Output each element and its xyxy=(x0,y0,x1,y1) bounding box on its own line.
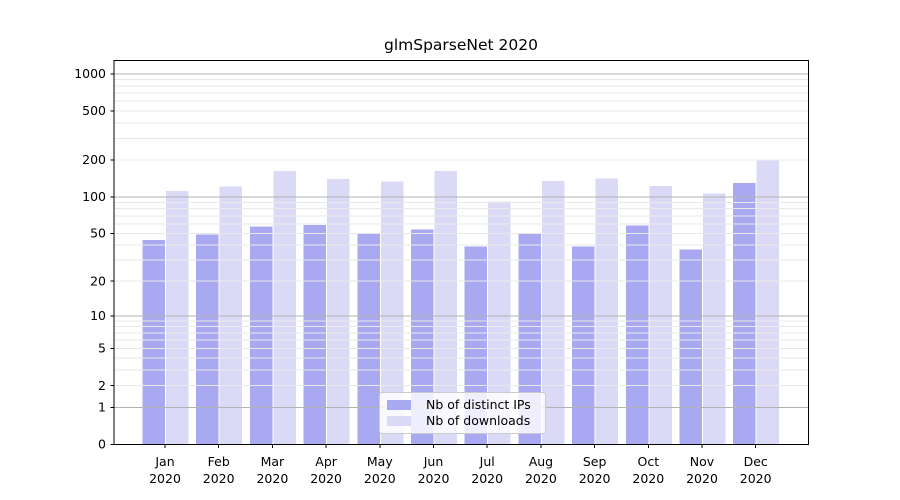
bar-downloads-6 xyxy=(434,170,457,445)
y-tick-label: 5 xyxy=(98,341,106,356)
legend-label-downloads: Nb of downloads xyxy=(426,412,531,428)
bar-ips-12 xyxy=(733,182,756,445)
bar-downloads-12 xyxy=(756,159,780,445)
bar-ips-6 xyxy=(411,229,434,445)
legend-item-distinct-ips: Nb of distinct IPs xyxy=(380,396,545,412)
bar-downloads-9 xyxy=(595,178,619,445)
legend-swatch-distinct-ips xyxy=(387,399,411,411)
bar-ips-1 xyxy=(142,240,165,445)
bar-downloads-5 xyxy=(380,181,404,445)
bar-ips-5 xyxy=(357,233,380,445)
y-tick-label: 500 xyxy=(82,103,106,118)
legend-item-downloads: Nb of downloads xyxy=(380,412,545,428)
bar-ips-8 xyxy=(518,233,541,445)
y-tick-label: 0 xyxy=(98,437,106,452)
y-tick-label: 10 xyxy=(90,308,106,323)
bar-downloads-8 xyxy=(541,180,565,445)
x-tick-label: Nov 2020 xyxy=(686,454,718,486)
legend-label-distinct-ips: Nb of distinct IPs xyxy=(426,396,531,412)
y-tick-label: 20 xyxy=(90,273,106,288)
x-tick-label: May 2020 xyxy=(364,454,396,486)
bar-ips-3 xyxy=(249,226,273,445)
bar-downloads-4 xyxy=(327,179,350,445)
bar-ips-11 xyxy=(679,249,702,445)
plot-border xyxy=(113,60,809,445)
x-tick-label: Aug 2020 xyxy=(525,454,557,486)
x-tick-label: Jul 2020 xyxy=(471,454,503,486)
x-tick-label: Jun 2020 xyxy=(418,454,450,486)
bar-downloads-1 xyxy=(166,190,189,445)
y-tick-label: 2 xyxy=(98,378,106,393)
x-tick-label: Mar 2020 xyxy=(256,454,288,486)
y-tick-label: 100 xyxy=(82,189,106,204)
y-tick-label: 50 xyxy=(90,226,106,241)
bar-downloads-10 xyxy=(649,185,672,445)
legend: Nb of distinct IPs Nb of downloads xyxy=(379,392,546,434)
y-tick-label: 200 xyxy=(82,152,106,167)
x-tick-label: Dec 2020 xyxy=(740,454,772,486)
x-tick-label: Feb 2020 xyxy=(203,454,235,486)
bar-ips-9 xyxy=(572,246,595,445)
bar-downloads-11 xyxy=(703,193,726,445)
chart-title: glmSparseNet 2020 xyxy=(384,36,538,54)
gridlines xyxy=(114,73,809,408)
y-tick-label: 1 xyxy=(98,400,106,415)
bar-downloads-3 xyxy=(273,170,296,445)
legend-swatch-downloads xyxy=(387,415,411,427)
bar-ips-10 xyxy=(625,225,649,445)
x-tick-label: Oct 2020 xyxy=(632,454,664,486)
x-tick-label: Sep 2020 xyxy=(579,454,611,486)
x-tick-label: Jan 2020 xyxy=(149,454,181,486)
bar-ips-2 xyxy=(196,234,219,445)
bar-downloads-7 xyxy=(488,201,511,445)
x-axis: Jan 2020 Feb 2020 Mar 2020 Apr 2020 May 2020 Jun 20… xyxy=(149,444,772,486)
bar-ips-4 xyxy=(303,224,327,445)
x-tick-label: Apr 2020 xyxy=(310,454,342,486)
y-tick-label: 1000 xyxy=(74,66,106,81)
y-axis: 0 1 2 5 10 20 50 100 200 500 1000 xyxy=(74,66,114,452)
